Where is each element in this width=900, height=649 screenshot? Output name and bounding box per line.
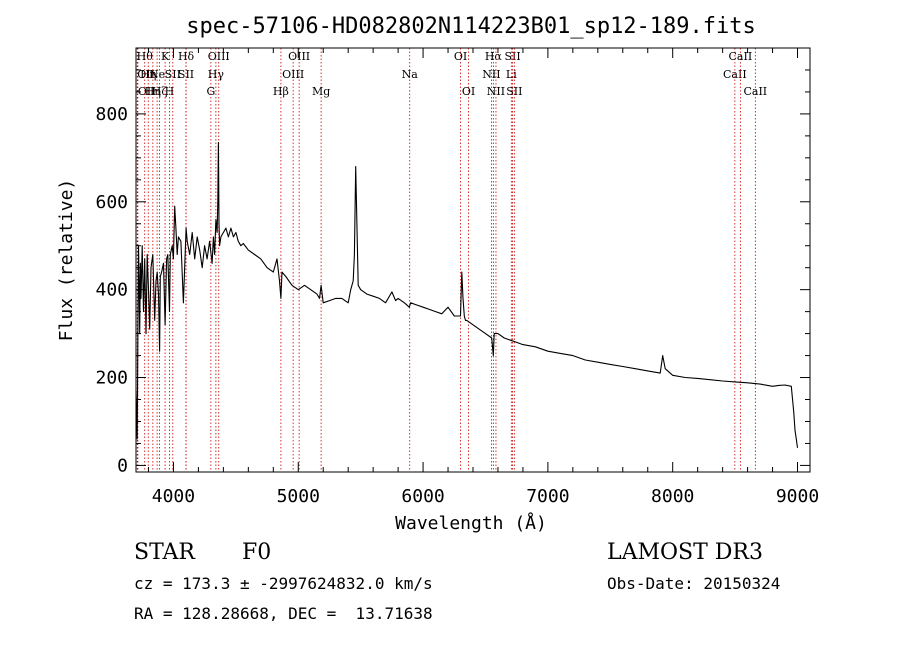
x-tick-label: 4000: [152, 486, 195, 507]
line-marker-label: Hη: [140, 68, 156, 81]
line-marker-label: SII: [178, 68, 194, 81]
chart-title: spec-57106-HD082802N114223B01_sp12-189.f…: [186, 14, 756, 39]
coordinates-text: RA = 128.28668, DEC = 13.71638: [134, 604, 433, 623]
line-marker-label: Hζ: [152, 85, 168, 98]
x-tick-label: 5000: [277, 486, 320, 507]
line-marker-label: Hβ: [273, 85, 289, 98]
line-marker-label: OII: [138, 85, 156, 98]
x-tick-label: 9000: [776, 486, 819, 507]
line-marker-label: SII: [165, 68, 181, 81]
redshift-text: cz = 173.3 ± -2997624832.0 km/s: [134, 574, 433, 593]
x-tick-label: 8000: [651, 486, 694, 507]
line-marker-label: NII: [487, 85, 505, 98]
line-marker-label: Ne: [149, 68, 165, 81]
survey-name: LAMOST DR3: [607, 540, 763, 565]
line-marker-label: Mg: [312, 85, 330, 98]
line-marker-label: OI: [454, 50, 467, 63]
line-marker-label: OIII: [288, 50, 310, 63]
y-tick-label: 800: [95, 104, 128, 125]
line-marker-label: NII: [482, 68, 500, 81]
line-marker-label: CaII: [729, 50, 753, 63]
object-class: STAR: [134, 540, 195, 565]
spectrum-trace: [135, 141, 799, 448]
obs-date-text: Obs-Date: 20150324: [607, 574, 781, 593]
line-marker-label: OI: [462, 85, 475, 98]
line-marker-label: CaII: [743, 85, 767, 98]
y-tick-label: 200: [95, 368, 128, 389]
line-marker-label: SII: [506, 85, 522, 98]
line-marker-label: OIII: [208, 50, 230, 63]
x-tick-label: 6000: [401, 486, 444, 507]
line-marker-label: SII: [504, 50, 520, 63]
line-marker-label: H: [165, 85, 175, 98]
y-tick-label: 400: [95, 280, 128, 301]
subclass: F0: [242, 540, 272, 565]
line-marker-label: Hα: [485, 50, 503, 63]
line-marker-label: Hγ: [208, 68, 225, 81]
line-marker-label: Hθ: [137, 50, 154, 63]
line-marker-label: G: [206, 85, 215, 98]
y-tick-label: 600: [95, 192, 128, 213]
line-marker-label: Na: [402, 68, 419, 81]
y-tick-label: 0: [117, 455, 128, 476]
line-marker-label: K: [161, 50, 170, 63]
y-axis-label: Flux (relative): [56, 179, 77, 342]
plot-frame: [135, 47, 811, 473]
x-axis-label: Wavelength (Å): [395, 512, 547, 534]
x-tick-label: 7000: [526, 486, 569, 507]
line-marker-label: OII: [137, 68, 155, 81]
line-marker-label: CaII: [723, 68, 747, 81]
line-marker-label: Li: [506, 68, 517, 81]
line-marker-label: OIII: [282, 68, 304, 81]
